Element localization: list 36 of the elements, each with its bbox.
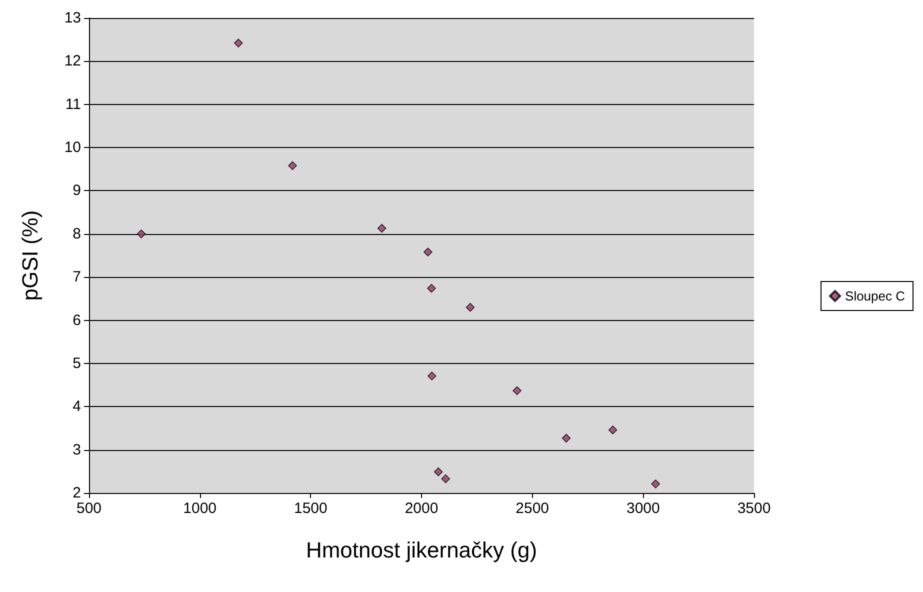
x-tick-label: 2500 bbox=[516, 500, 550, 517]
point bbox=[562, 434, 571, 443]
y-axis-title: pGSI (%) bbox=[18, 210, 42, 301]
x-tick-label: 3500 bbox=[737, 500, 771, 517]
y-tick-label: 4 bbox=[72, 398, 81, 416]
point bbox=[512, 386, 522, 396]
point bbox=[136, 230, 146, 238]
point bbox=[608, 426, 618, 434]
y-tick-label: 8 bbox=[72, 225, 81, 242]
point bbox=[377, 224, 386, 233]
point bbox=[424, 248, 432, 256]
point bbox=[288, 161, 297, 170]
point bbox=[466, 302, 475, 312]
point bbox=[234, 38, 243, 48]
point bbox=[434, 467, 443, 476]
y-tick-label: 3 bbox=[72, 441, 81, 458]
point bbox=[427, 284, 436, 293]
y-tick-label: 10 bbox=[64, 139, 81, 156]
x-tick-label: 1000 bbox=[183, 500, 217, 517]
point bbox=[428, 372, 436, 380]
y-tick-label: 9 bbox=[72, 182, 81, 200]
x-tick-label: 3000 bbox=[626, 500, 660, 517]
point bbox=[441, 474, 450, 484]
y-tick-label: 13 bbox=[64, 10, 81, 26]
y-tick-label: 6 bbox=[72, 312, 81, 329]
y-tick-label: 7 bbox=[72, 268, 81, 286]
y-tick-label: 12 bbox=[64, 52, 81, 70]
x-tick-label: 500 bbox=[76, 500, 102, 517]
x-tick-label: 1500 bbox=[294, 500, 328, 517]
y-tick-label: 2 bbox=[72, 484, 81, 502]
legend-label: Sloupec C bbox=[845, 288, 906, 304]
x-tick-label: 2000 bbox=[404, 500, 438, 517]
y-tick-label: 11 bbox=[65, 96, 81, 113]
x-axis-title: Hmotnost jikernačky (g) bbox=[306, 538, 538, 562]
y-tick-label: 5 bbox=[72, 354, 81, 372]
point bbox=[651, 480, 660, 488]
